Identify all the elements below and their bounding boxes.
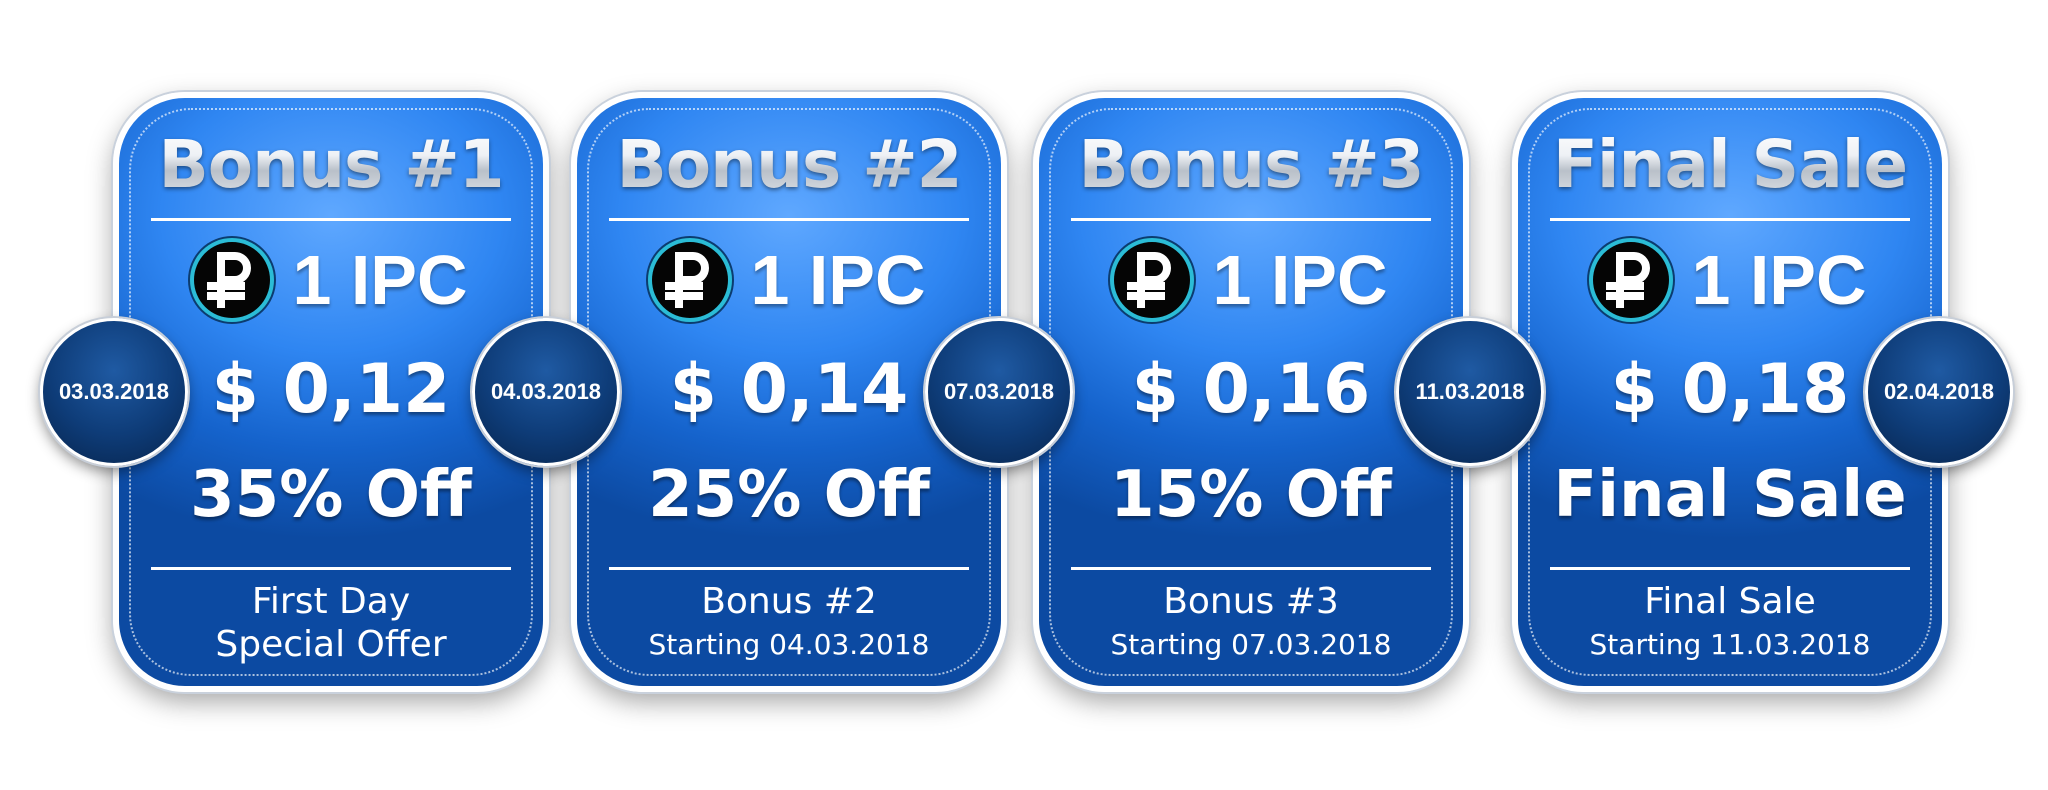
card-title: Bonus #1 (119, 126, 543, 203)
footer-line-2: Starting 04.03.2018 (648, 628, 930, 661)
footer-divider (1071, 567, 1431, 570)
bonus-card-2: Bonus #2 1 IPC $ 0,14 25% Off Bonus #2 S… (571, 92, 1007, 692)
coin-amount-row: 1 IPC (577, 238, 1001, 322)
discount-label: Final Sale (1553, 458, 1907, 532)
ruble-coin-icon (194, 242, 271, 318)
coin-amount-row: 1 IPC (119, 238, 543, 322)
coin-amount-row: 1 IPC (1518, 238, 1942, 322)
token-amount: 1 IPC (750, 241, 926, 319)
coin-amount-row: 1 IPC (1039, 238, 1463, 322)
footer-line-2: Starting 11.03.2018 (1589, 628, 1871, 661)
discount-label: 25% Off (648, 458, 930, 532)
ruble-coin-icon (1114, 242, 1191, 318)
token-amount: 1 IPC (1691, 241, 1867, 319)
ruble-coin-icon (652, 242, 729, 318)
title-divider (1550, 218, 1910, 221)
token-price: $ 0,16 (1131, 350, 1371, 429)
discount-label: 15% Off (1110, 458, 1392, 532)
title-divider (1071, 218, 1431, 221)
token-amount: 1 IPC (292, 241, 468, 319)
date-badge-2: 04.03.2018 (472, 318, 620, 466)
footer-line-1: First Day (251, 581, 411, 622)
card-title: Bonus #2 (577, 126, 1001, 203)
footer-divider (151, 567, 511, 570)
token-price: $ 0,14 (669, 350, 909, 429)
footer-line-1: Final Sale (1644, 581, 1816, 622)
date-badge-3: 07.03.2018 (925, 318, 1073, 466)
card-title: Final Sale (1518, 126, 1942, 203)
final-sale-card: Final Sale 1 IPC $ 0,18 Final Sale Final… (1512, 92, 1948, 692)
title-divider (609, 218, 969, 221)
token-amount: 1 IPC (1212, 241, 1388, 319)
footer-line-2: Starting 07.03.2018 (1110, 628, 1392, 661)
date-badge-4: 11.03.2018 (1396, 318, 1544, 466)
date-badge-1: 03.03.2018 (40, 318, 188, 466)
footer-line-2: Special Offer (215, 624, 447, 665)
footer-divider (609, 567, 969, 570)
title-divider (151, 218, 511, 221)
footer-line-1: Bonus #2 (701, 581, 877, 622)
footer-divider (1550, 567, 1910, 570)
token-price: $ 0,12 (211, 350, 451, 429)
ruble-coin-icon (1593, 242, 1670, 318)
footer-line-1: Bonus #3 (1163, 581, 1339, 622)
end-date-badge: 02.04.2018 (1865, 318, 2013, 466)
card-title: Bonus #3 (1039, 126, 1463, 203)
token-price: $ 0,18 (1610, 350, 1850, 429)
discount-label: 35% Off (190, 458, 472, 532)
